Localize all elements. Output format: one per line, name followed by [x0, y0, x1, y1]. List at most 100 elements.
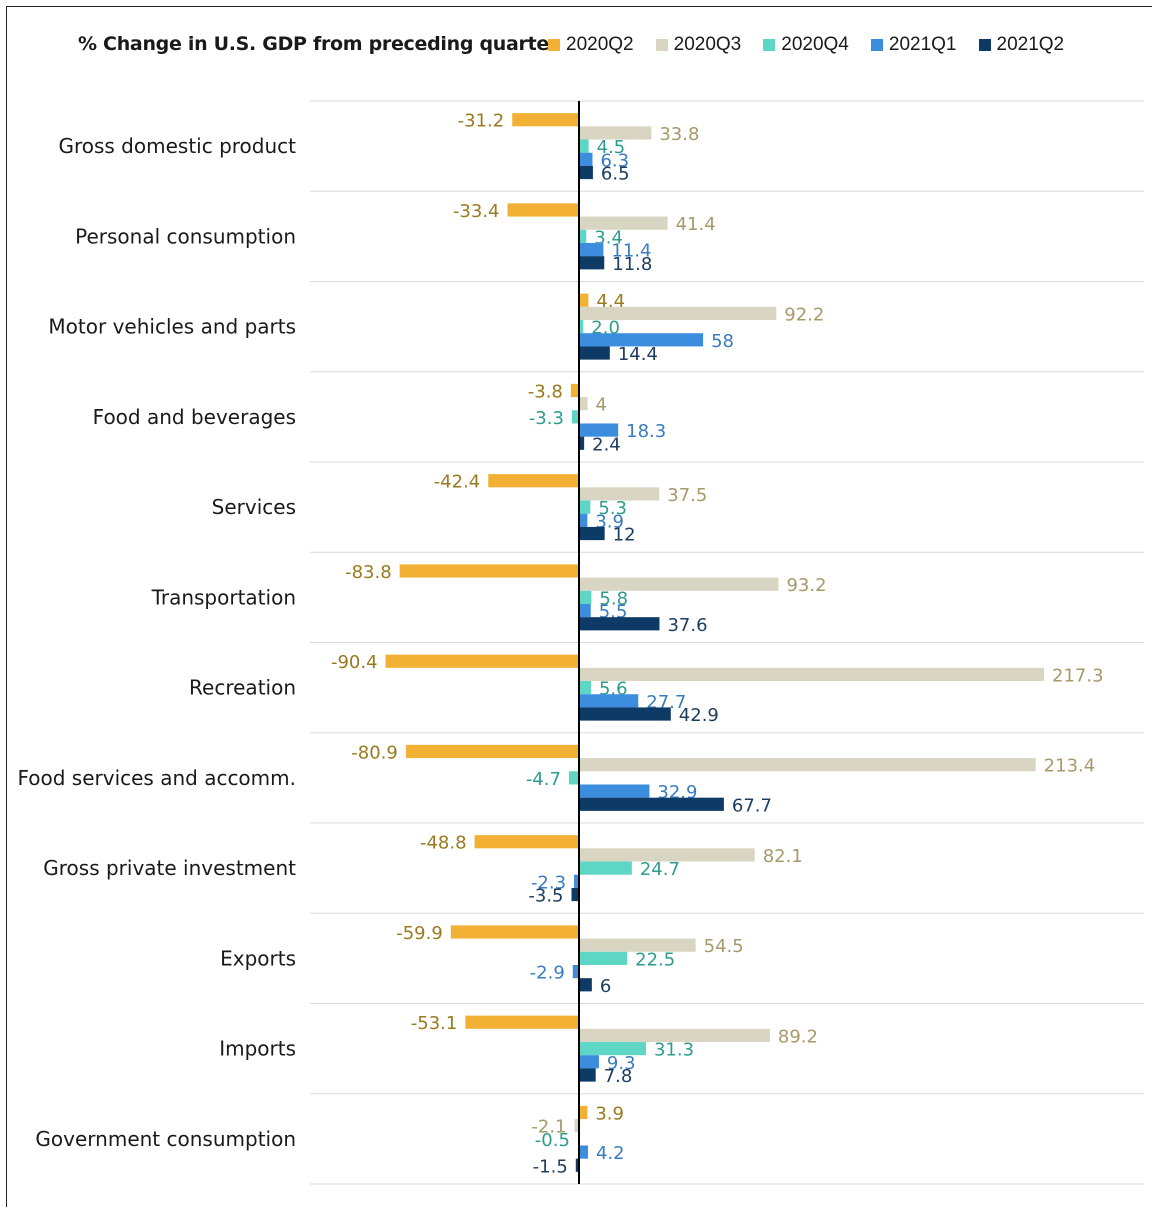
bar-2020Q2 [399, 564, 579, 578]
category-label: Food services and accomm. [17, 766, 296, 790]
bar-2021Q1 [579, 152, 593, 166]
data-label: 4.5 [597, 137, 626, 158]
bar-2020Q4 [579, 590, 592, 604]
legend-item-2020Q4: 2020Q4 [763, 34, 849, 56]
bar-2020Q3 [579, 758, 1036, 772]
bar-2021Q2 [575, 1158, 579, 1172]
data-label: -83.8 [345, 562, 392, 583]
bar-2020Q2 [579, 1105, 588, 1120]
bar-2020Q3 [579, 306, 777, 321]
bar-2021Q2 [579, 797, 724, 811]
data-label: 82.1 [763, 846, 803, 867]
bar-2021Q2 [579, 436, 585, 450]
category-label: Exports [220, 946, 296, 970]
bar-2020Q3 [574, 1119, 579, 1133]
category-label: Transportation [151, 585, 296, 609]
data-label: -2.1 [531, 1117, 566, 1138]
legend-swatch [655, 39, 668, 51]
data-label: -2.3 [531, 872, 566, 893]
data-label: -3.5 [528, 886, 563, 907]
data-label: 93.2 [786, 575, 826, 596]
data-label: -1.5 [533, 1156, 568, 1177]
bar-2021Q2 [579, 978, 592, 992]
bar-2021Q2 [579, 707, 671, 721]
data-label: 89.2 [778, 1026, 818, 1047]
bar-2020Q2 [474, 835, 579, 849]
bar-2021Q1 [579, 423, 619, 437]
data-label: 37.5 [667, 485, 707, 506]
bar-2020Q4 [579, 861, 632, 875]
data-label: -90.4 [331, 652, 378, 673]
bar-2020Q3 [579, 397, 588, 411]
data-label: 213.4 [1044, 756, 1096, 777]
bar-2021Q1 [579, 784, 650, 798]
bar-2021Q1 [574, 874, 579, 888]
legend-label: 2020Q4 [781, 34, 849, 55]
bar-2020Q2 [507, 203, 579, 217]
legend-swatch [763, 39, 776, 51]
bar-2021Q1 [579, 1055, 599, 1069]
bar-2020Q2 [512, 113, 579, 127]
data-label: -31.2 [458, 111, 505, 132]
bar-2020Q4 [568, 771, 579, 785]
bar-2020Q3 [579, 126, 652, 140]
data-label: 37.6 [667, 615, 707, 636]
data-label: 67.7 [732, 795, 772, 816]
bar-2020Q2 [405, 744, 579, 759]
legend-label: 2021Q2 [996, 34, 1065, 55]
bar-2020Q4 [579, 139, 589, 153]
category-label: Food and beverages [93, 405, 296, 429]
data-label: -59.9 [396, 923, 443, 944]
bar-2021Q2 [579, 617, 660, 631]
legend-item-2021Q2: 2021Q2 [978, 34, 1065, 56]
bar-2020Q3 [579, 848, 755, 862]
data-label: 6.3 [600, 150, 629, 171]
bar-2021Q2 [579, 526, 605, 541]
legend-swatch [978, 39, 991, 51]
data-label: 22.5 [635, 949, 675, 970]
data-label: 5.8 [599, 588, 628, 609]
bar-2020Q2 [385, 654, 579, 668]
data-label: 217.3 [1052, 665, 1104, 686]
data-label: 6 [600, 976, 611, 997]
category-label: Gross private investment [43, 856, 296, 880]
data-label: 18.3 [626, 421, 666, 442]
data-label: -33.4 [453, 201, 500, 222]
data-label: 58 [711, 331, 734, 352]
category-label: Imports [219, 1037, 296, 1061]
data-label: -0.5 [535, 1130, 570, 1151]
category-label: Motor vehicles and parts [48, 315, 296, 339]
category-label: Government consumption [35, 1127, 296, 1151]
data-label: -2.9 [530, 963, 565, 984]
bar-2021Q1 [579, 1145, 588, 1159]
bar-2020Q2 [450, 925, 579, 939]
data-label: -53.1 [411, 1013, 458, 1034]
bar-2020Q3 [579, 216, 668, 230]
data-label: 7.8 [604, 1066, 633, 1087]
data-label: -4.7 [526, 769, 561, 790]
data-label: -48.8 [420, 833, 467, 854]
legend-label: 2020Q3 [673, 34, 742, 55]
data-label: 2.4 [592, 434, 621, 455]
bar-2020Q4 [579, 229, 587, 243]
data-label: 42.9 [679, 705, 719, 726]
legend-swatch [870, 39, 883, 51]
bar-2020Q3 [579, 1028, 770, 1043]
bar-2020Q4 [579, 500, 591, 514]
bar-2020Q4 [571, 410, 579, 424]
data-label: 41.4 [676, 214, 716, 235]
bar-2021Q2 [579, 256, 605, 270]
data-label: -3.3 [529, 408, 564, 429]
data-label: 33.8 [659, 124, 699, 145]
bar-2021Q2 [579, 346, 610, 360]
data-label: 54.5 [704, 936, 744, 957]
data-label: -42.4 [434, 472, 481, 493]
legend-item-2020Q3: 2020Q3 [655, 34, 742, 56]
legend-swatch [548, 39, 560, 51]
bar-2021Q1 [579, 694, 639, 708]
data-label: 24.7 [640, 859, 680, 880]
legend: 2020Q2 2020Q3 2020Q4 2021Q1 2021Q2 [548, 34, 1086, 56]
bar-2020Q4 [579, 951, 628, 965]
data-label: 12 [613, 525, 636, 546]
